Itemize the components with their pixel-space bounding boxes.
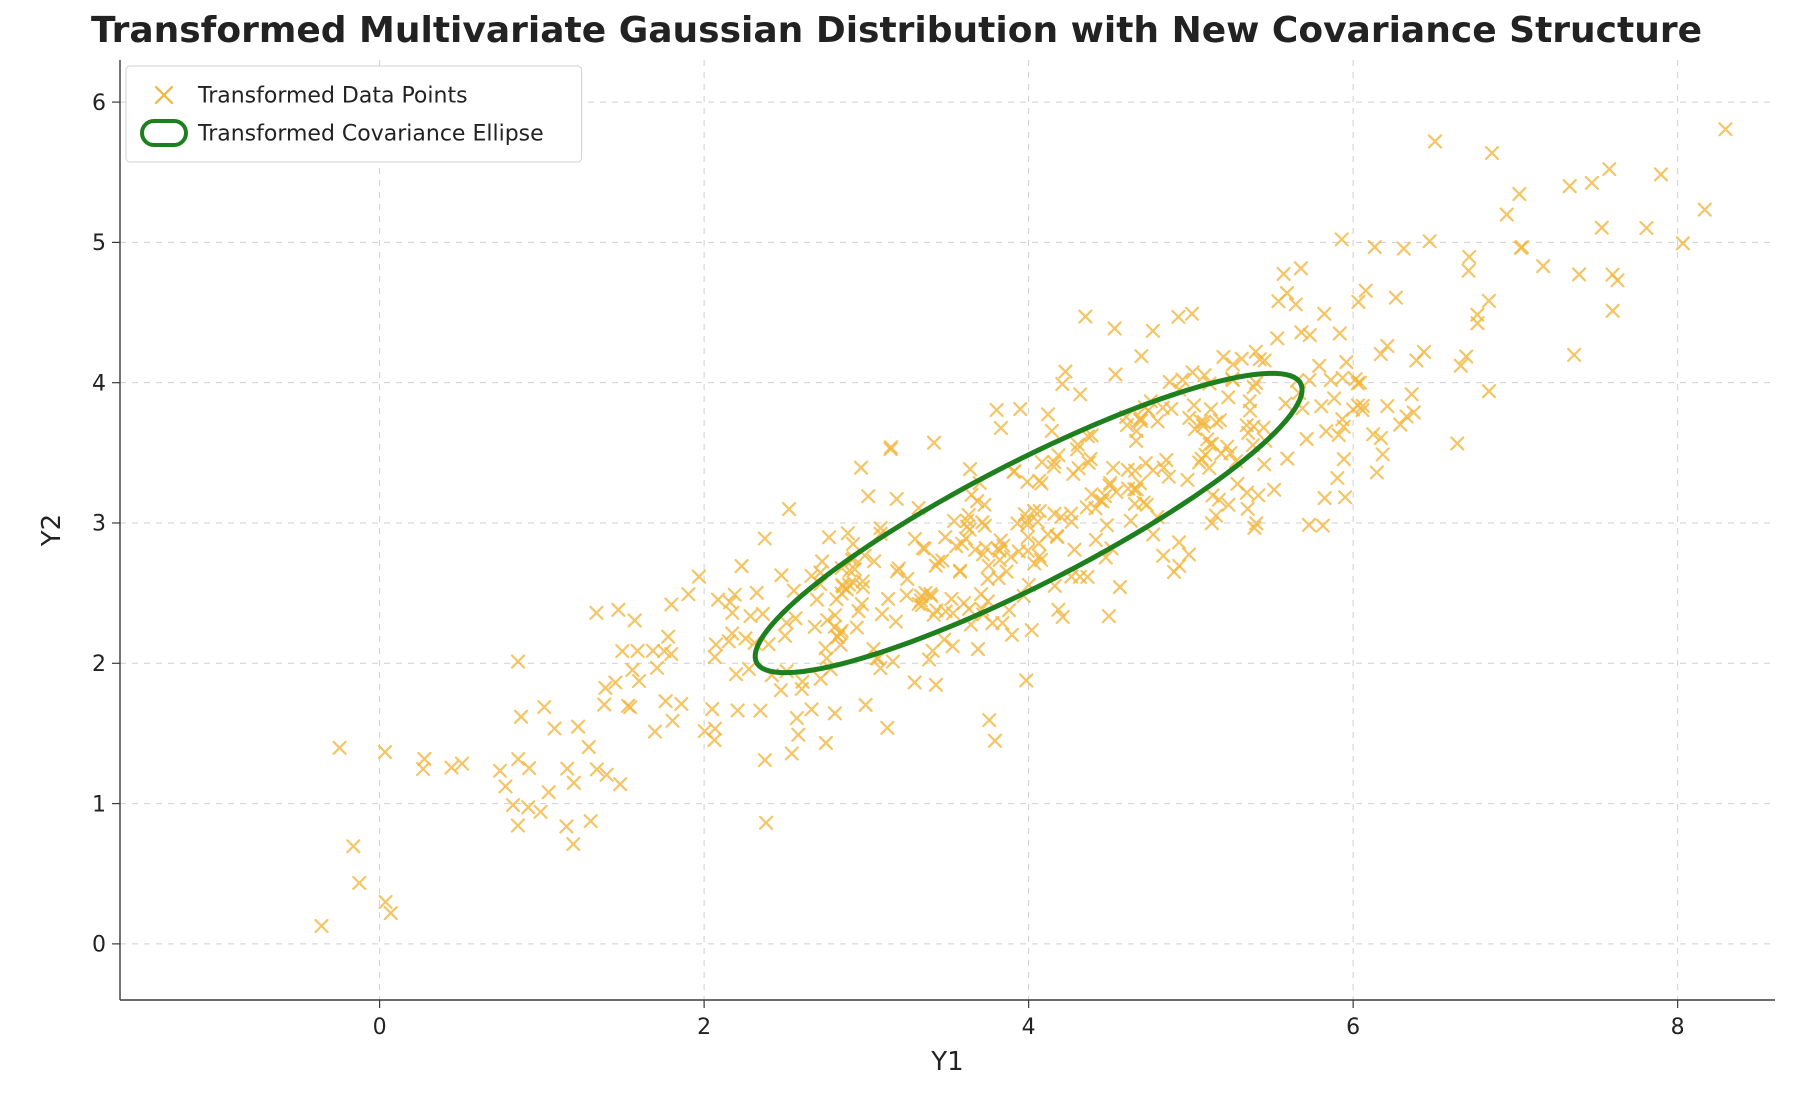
- x-tick-label: 4: [1022, 1015, 1036, 1040]
- x-tick-label: 6: [1346, 1015, 1360, 1040]
- y-tick-label: 3: [92, 512, 106, 537]
- y-tick-label: 2: [92, 652, 106, 677]
- x-tick-label: 2: [697, 1015, 711, 1040]
- y-tick-label: 1: [92, 792, 106, 817]
- legend-label: Transformed Covariance Ellipse: [197, 122, 544, 147]
- legend-label: Transformed Data Points: [197, 84, 468, 109]
- x-tick-label: 8: [1671, 1015, 1685, 1040]
- x-tick-label: 0: [373, 1015, 387, 1040]
- legend-frame: [126, 66, 582, 162]
- y-tick-label: 5: [92, 231, 106, 256]
- chart-svg: 0 2 4 6 8 0 1 2 3 4 5 6 Y1 Y2 Transformed Multivariate…: [0, 0, 1793, 1101]
- y-tick-label: 0: [92, 933, 106, 958]
- y-axis-label: Y2: [37, 514, 67, 547]
- chart-title: Transformed Multivariate Gaussian Distri…: [91, 10, 1702, 51]
- chart-container: 0 2 4 6 8 0 1 2 3 4 5 6 Y1 Y2 Transformed Multivariate…: [0, 0, 1793, 1101]
- y-tick-label: 6: [92, 91, 106, 116]
- legend: Transformed Data Points Transformed Covar…: [126, 66, 582, 162]
- x-axis-label: Y1: [930, 1047, 963, 1077]
- chart-bg: [0, 0, 1793, 1101]
- y-tick-label: 4: [92, 371, 106, 396]
